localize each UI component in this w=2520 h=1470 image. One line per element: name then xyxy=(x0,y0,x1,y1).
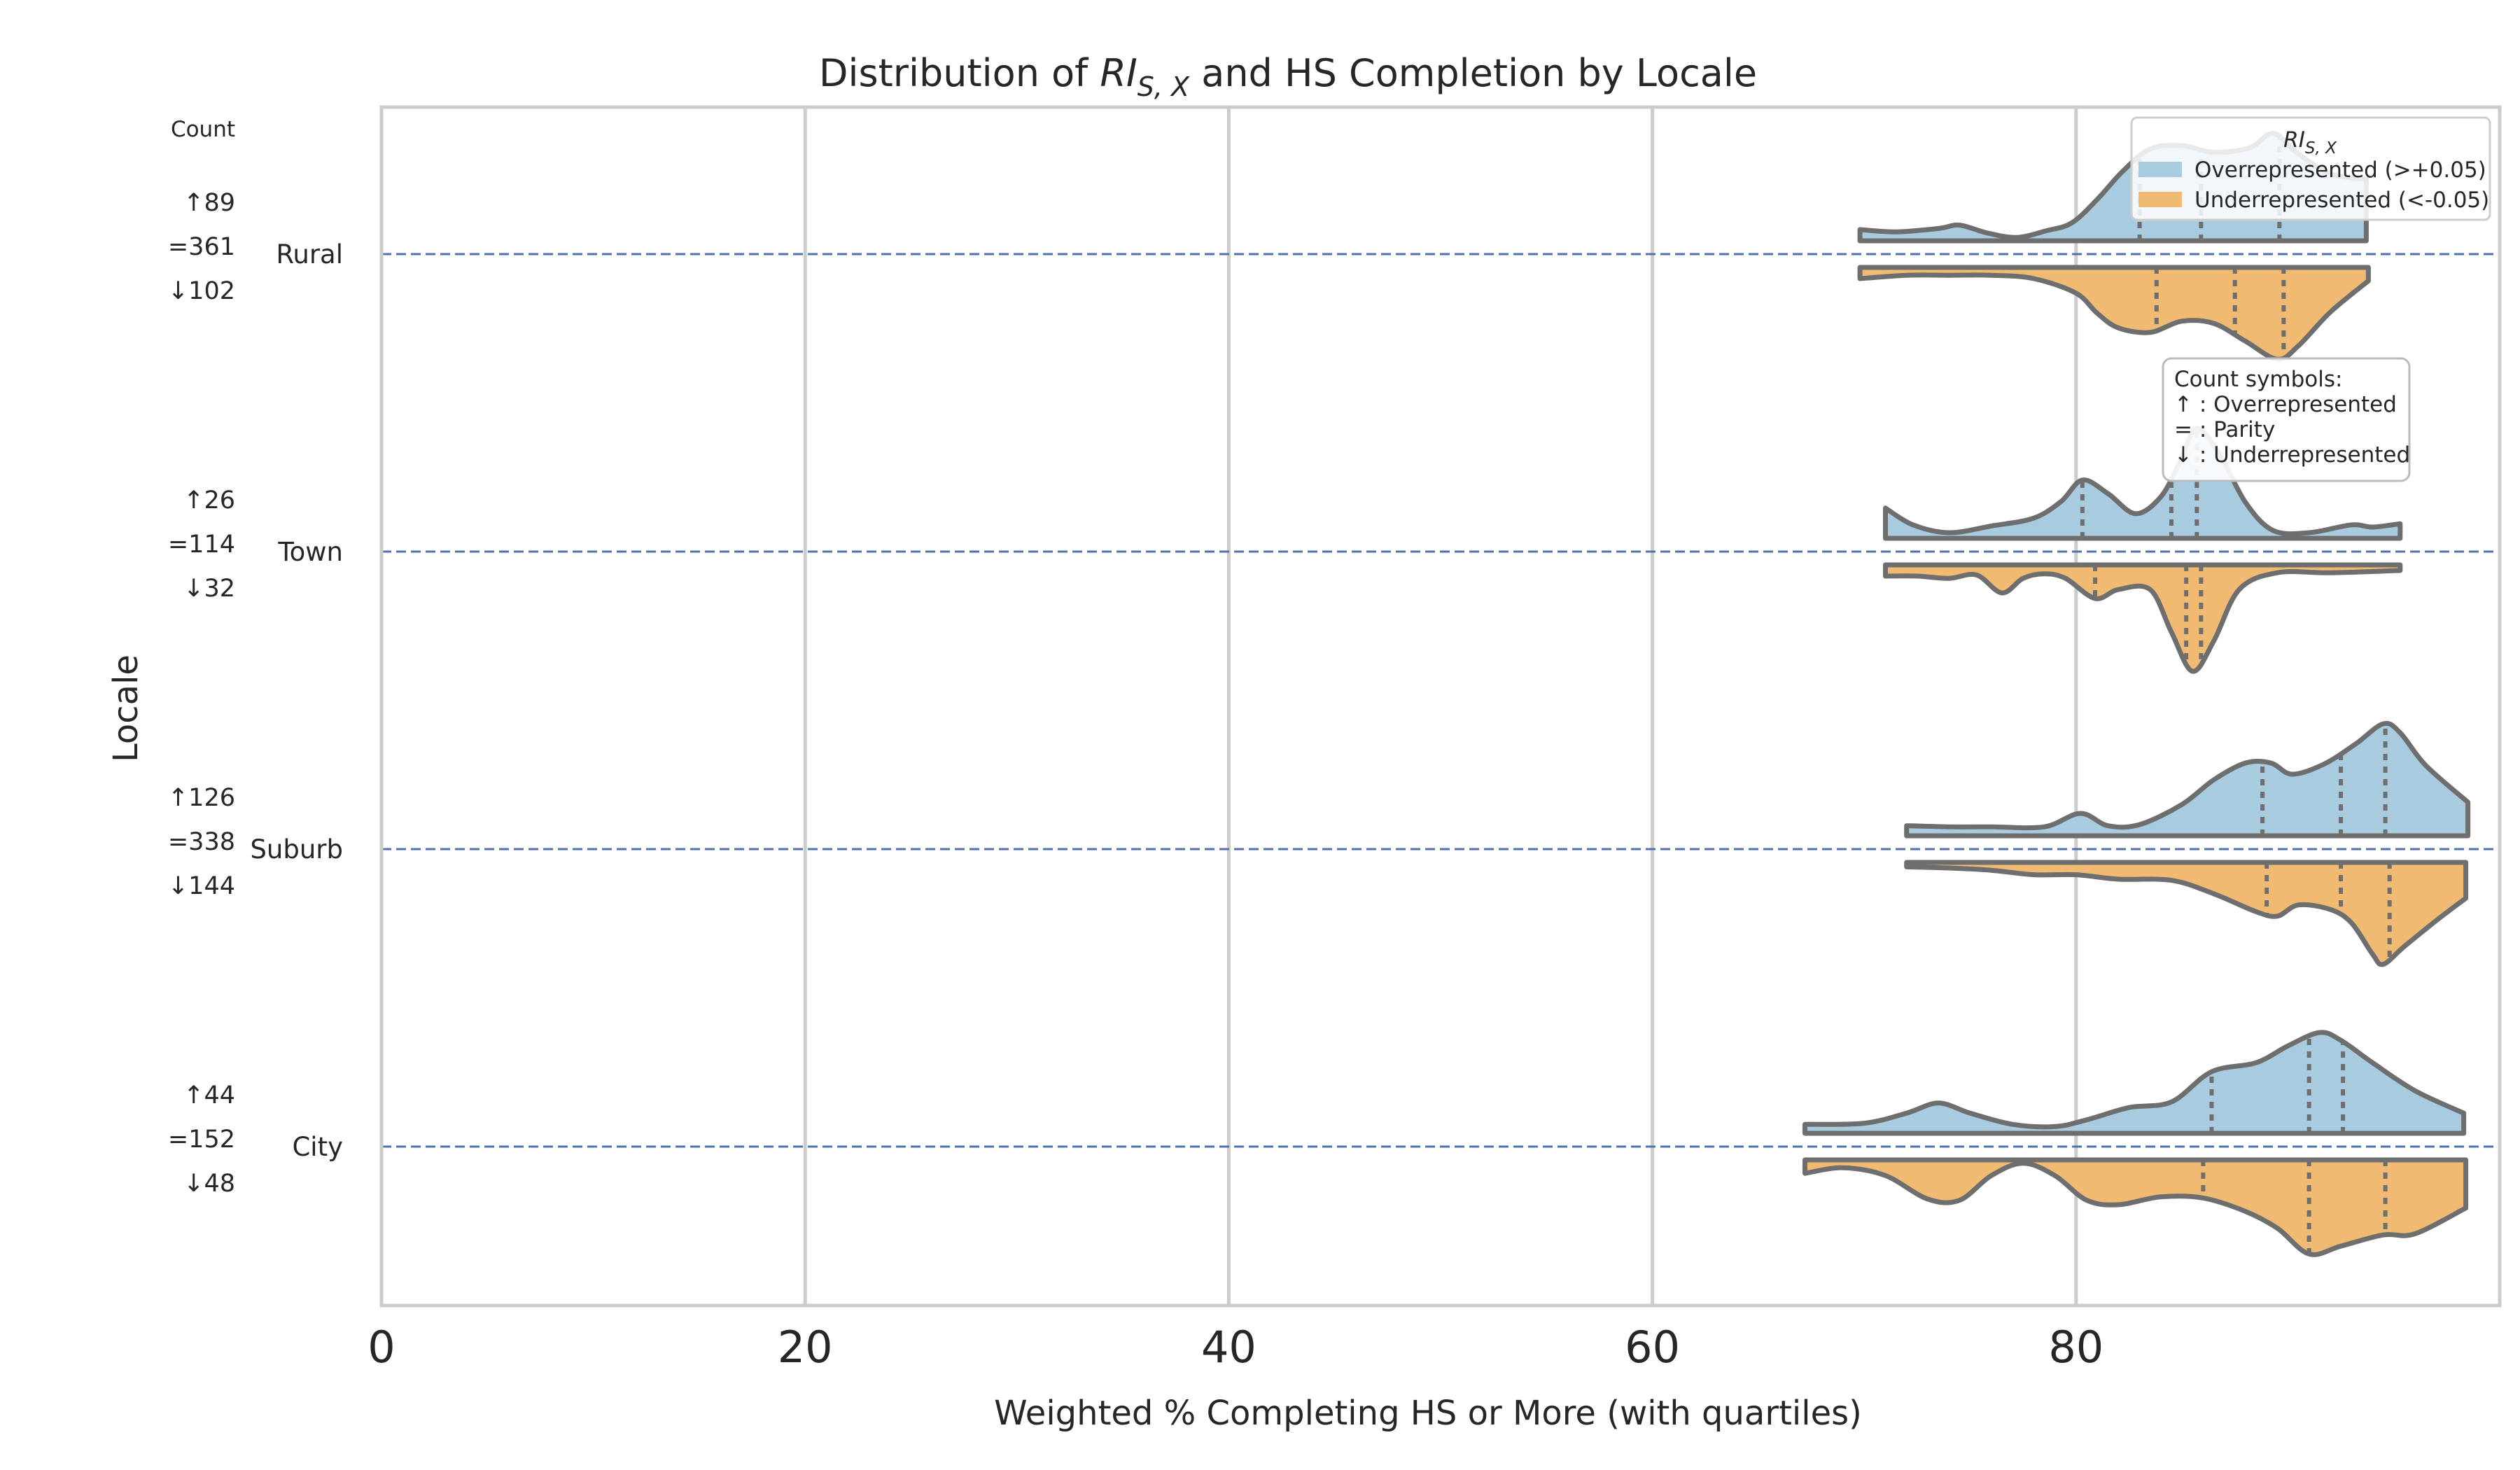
grid xyxy=(803,107,2078,1306)
x-tick-40: 40 xyxy=(1201,1322,1256,1373)
count-over-town: ↑26 xyxy=(183,486,235,514)
count-parity-rural: =361 xyxy=(168,233,235,261)
x-tick-labels: 0 20 40 60 80 xyxy=(368,1322,2104,1373)
count-symbols-title: Count symbols: xyxy=(2174,367,2342,392)
violins xyxy=(1802,130,2471,1257)
y-category-labels: Rural ↑89 =361 ↓102 Town ↑26 =114 ↓32 Suburb ↑126… xyxy=(168,189,343,1198)
violin-over-city xyxy=(1802,1030,2467,1136)
legend: RIS, X Overrepresented (>+0.05) Underrep… xyxy=(2130,116,2491,221)
category-label-city: City xyxy=(292,1132,343,1162)
count-under-suburb: ↓144 xyxy=(168,872,235,900)
legend-swatch-under xyxy=(2138,192,2182,207)
legend-frame xyxy=(2130,116,2491,221)
count-parity-suburb: =338 xyxy=(168,828,235,856)
x-tick-80: 80 xyxy=(2048,1322,2104,1373)
violin-over-town xyxy=(1883,426,2403,541)
x-axis-label: Weighted % Completing HS or More (with q… xyxy=(994,1394,1862,1433)
category-label-rural: Rural xyxy=(276,239,343,270)
count-under-rural: ↓102 xyxy=(168,277,235,305)
x-tick-0: 0 xyxy=(368,1322,395,1373)
category-label-suburb: Suburb xyxy=(250,834,343,864)
x-tick-20: 20 xyxy=(778,1322,833,1373)
count-parity-town: =114 xyxy=(168,531,235,559)
violin-under-town xyxy=(1883,562,2403,674)
legend-swatch-over xyxy=(2138,162,2182,177)
legend-entry-over: Overrepresented (>+0.05) xyxy=(2194,158,2486,183)
y-axis-label: Locale xyxy=(106,654,146,762)
count-header: Count xyxy=(171,117,235,142)
count-symbols-under: ↓ : Underrepresented xyxy=(2174,442,2410,468)
violin-under-suburb xyxy=(1904,860,2469,967)
chart-title: Distribution of RIS, X and HS Completion… xyxy=(819,51,1757,102)
violin-over-suburb xyxy=(1904,720,2471,839)
legend-entry-under: Underrepresented (<-0.05) xyxy=(2194,188,2489,213)
count-over-suburb: ↑126 xyxy=(168,784,235,812)
count-symbols-over: ↑ : Overrepresented xyxy=(2174,392,2397,417)
count-symbols-parity: = : Parity xyxy=(2174,417,2275,442)
violin-under-rural xyxy=(1857,265,2371,362)
count-symbols-box: Count symbols: ↑ : Overrepresented = : P… xyxy=(2162,357,2411,482)
category-label-town: Town xyxy=(277,537,343,567)
x-tick-60: 60 xyxy=(1625,1322,1680,1373)
plot-frame xyxy=(379,105,2502,1308)
violin-under-city xyxy=(1802,1157,2469,1257)
legend-title: RIS, X xyxy=(2283,127,2337,158)
count-under-town: ↓32 xyxy=(183,575,235,603)
count-symbols-frame xyxy=(2162,357,2411,482)
locale-reference-lines xyxy=(382,253,2500,1148)
count-under-city: ↓48 xyxy=(183,1170,235,1198)
count-over-rural: ↑89 xyxy=(183,189,235,217)
count-parity-city: =152 xyxy=(168,1126,235,1154)
count-over-city: ↑44 xyxy=(183,1082,235,1110)
